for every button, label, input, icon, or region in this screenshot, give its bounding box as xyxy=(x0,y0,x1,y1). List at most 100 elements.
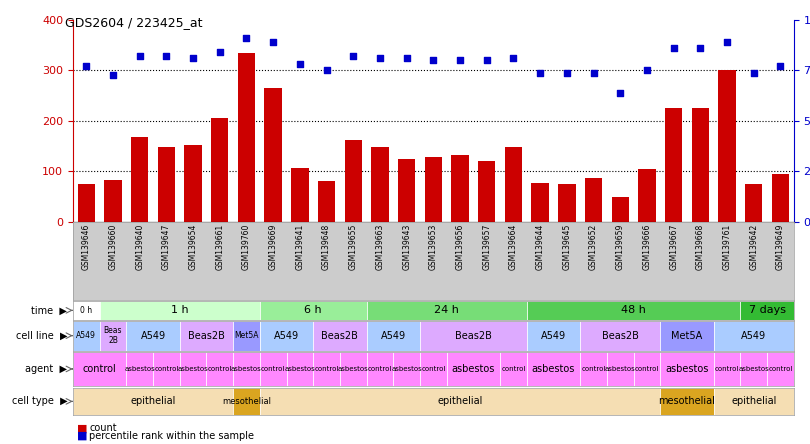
Text: epithelial: epithelial xyxy=(731,396,777,406)
Point xyxy=(240,35,253,42)
Text: agent  ▶: agent ▶ xyxy=(25,364,67,374)
Text: A549: A549 xyxy=(76,331,96,340)
Bar xyxy=(394,352,420,386)
Text: GSM139652: GSM139652 xyxy=(589,224,598,270)
Bar xyxy=(714,388,794,415)
Point xyxy=(400,55,413,62)
Bar xyxy=(772,174,789,222)
Bar xyxy=(100,301,260,320)
Bar xyxy=(233,388,260,415)
Bar xyxy=(531,182,549,222)
Text: mesothelial: mesothelial xyxy=(222,397,271,406)
Bar xyxy=(558,184,576,222)
Point xyxy=(534,69,547,76)
Point xyxy=(186,55,199,62)
Bar xyxy=(131,137,148,222)
Bar xyxy=(291,168,309,222)
Bar xyxy=(126,321,180,351)
Text: GSM139655: GSM139655 xyxy=(349,224,358,270)
Text: GSM139643: GSM139643 xyxy=(402,224,411,270)
Bar xyxy=(740,301,794,320)
Text: asbestos: asbestos xyxy=(284,366,315,372)
Bar xyxy=(78,184,95,222)
Text: control: control xyxy=(207,366,232,372)
Bar xyxy=(238,53,255,222)
Text: 1 h: 1 h xyxy=(171,305,189,315)
Bar xyxy=(446,352,500,386)
Point xyxy=(347,53,360,60)
Point xyxy=(774,63,787,70)
Text: GSM139642: GSM139642 xyxy=(749,224,758,270)
Text: ■: ■ xyxy=(77,431,87,441)
Bar xyxy=(580,321,660,351)
Point xyxy=(748,69,761,76)
Bar xyxy=(718,71,735,222)
Text: 7 days: 7 days xyxy=(748,305,786,315)
Text: control: control xyxy=(261,366,285,372)
Text: cell line  ▶: cell line ▶ xyxy=(15,331,67,341)
Bar xyxy=(233,352,260,386)
Bar xyxy=(767,352,794,386)
Bar xyxy=(260,321,313,351)
Bar xyxy=(260,388,660,415)
Text: GSM139669: GSM139669 xyxy=(269,224,278,270)
Bar xyxy=(505,147,522,222)
Text: asbestos: asbestos xyxy=(231,366,262,372)
Text: 24 h: 24 h xyxy=(434,305,459,315)
Point xyxy=(320,67,333,74)
Text: Met5A: Met5A xyxy=(234,331,258,340)
Text: asbestos: asbestos xyxy=(452,364,495,374)
Text: 0 h: 0 h xyxy=(80,306,92,315)
Text: control: control xyxy=(501,366,526,372)
Bar xyxy=(344,140,362,222)
Text: asbestos: asbestos xyxy=(177,366,208,372)
Bar xyxy=(740,352,767,386)
Bar xyxy=(73,301,100,320)
Bar xyxy=(233,321,260,351)
Text: GSM139647: GSM139647 xyxy=(162,224,171,270)
Text: epithelial: epithelial xyxy=(130,396,176,406)
Bar xyxy=(367,321,420,351)
Bar xyxy=(398,159,416,222)
Text: asbestos: asbestos xyxy=(391,366,422,372)
Text: GSM139664: GSM139664 xyxy=(509,224,518,270)
Bar xyxy=(612,197,629,222)
Text: GSM139654: GSM139654 xyxy=(189,224,198,270)
Text: asbestos: asbestos xyxy=(605,366,636,372)
Text: cell type  ▶: cell type ▶ xyxy=(11,396,67,406)
Text: GSM139656: GSM139656 xyxy=(455,224,465,270)
Point xyxy=(160,53,173,60)
Bar xyxy=(607,352,633,386)
Text: GSM139760: GSM139760 xyxy=(242,224,251,270)
Bar xyxy=(633,352,660,386)
Bar xyxy=(73,352,126,386)
Text: control: control xyxy=(368,366,392,372)
Text: 48 h: 48 h xyxy=(621,305,646,315)
Bar xyxy=(367,301,526,320)
Text: A549: A549 xyxy=(274,331,299,341)
Bar xyxy=(153,352,180,386)
Bar xyxy=(367,352,394,386)
Text: control: control xyxy=(314,366,339,372)
Bar xyxy=(287,352,313,386)
Bar xyxy=(420,352,446,386)
Text: GSM139667: GSM139667 xyxy=(669,224,678,270)
Text: GSM139640: GSM139640 xyxy=(135,224,144,270)
Text: count: count xyxy=(89,424,117,433)
Point xyxy=(106,71,119,78)
Text: Met5A: Met5A xyxy=(671,331,702,341)
Point xyxy=(561,69,573,76)
Text: GSM139657: GSM139657 xyxy=(482,224,491,270)
Point xyxy=(373,55,386,62)
Point xyxy=(213,49,226,56)
Text: control: control xyxy=(768,366,793,372)
Point xyxy=(133,53,146,60)
Bar xyxy=(638,169,655,222)
Text: mesothelial: mesothelial xyxy=(659,396,715,406)
Bar xyxy=(180,321,233,351)
Bar xyxy=(340,352,367,386)
Text: control: control xyxy=(635,366,659,372)
Text: 6 h: 6 h xyxy=(305,305,322,315)
Bar xyxy=(424,157,442,222)
Text: GSM139666: GSM139666 xyxy=(642,224,651,270)
